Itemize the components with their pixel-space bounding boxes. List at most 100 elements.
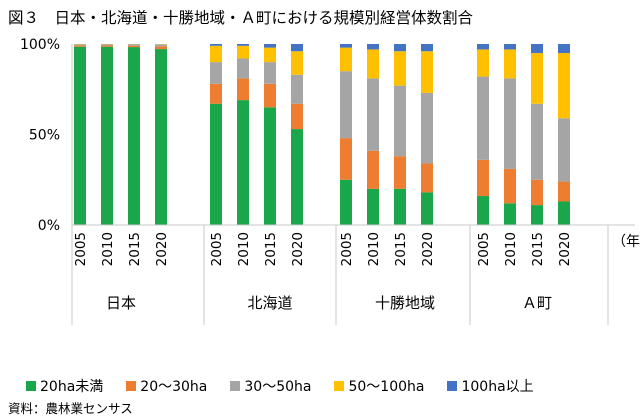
bar-segment xyxy=(477,44,489,50)
legend-label: 20～30ha xyxy=(140,379,208,395)
bar-segment xyxy=(210,83,222,104)
group-label: 日本 xyxy=(106,294,136,312)
x-tick-label: 2020 xyxy=(154,232,170,266)
bar-segment xyxy=(155,44,167,45)
legend-swatch xyxy=(126,381,137,391)
x-tick-label: 2005 xyxy=(339,232,355,266)
bar-segment xyxy=(264,83,276,108)
bar-segment xyxy=(210,103,222,225)
bar-segment xyxy=(74,45,86,47)
bar-segment xyxy=(421,163,433,193)
bar-segment xyxy=(504,49,516,79)
bar-segment xyxy=(237,45,249,59)
x-unit-label: （年） xyxy=(612,234,640,250)
bar-segment xyxy=(394,188,406,225)
y-tick-label: 0% xyxy=(38,218,60,234)
x-tick-label: 2020 xyxy=(290,232,306,266)
bar-segment xyxy=(291,103,303,130)
bar-segment xyxy=(101,44,113,46)
legend-item: 30～50ha xyxy=(230,376,311,396)
x-tick-label: 2010 xyxy=(236,232,252,266)
legend-label: 50～100ha xyxy=(348,379,425,395)
bar-segment xyxy=(264,47,276,63)
source-note: 資料：農林業センサス xyxy=(8,401,133,416)
x-tick-label: 2015 xyxy=(530,232,546,266)
stacked-bar-chart: 100% 50% 0% 2005 2010 2015 2020 2005 2010 2015 202… xyxy=(20,37,640,325)
x-tick-label: 2015 xyxy=(263,232,279,266)
x-tick-label: 2005 xyxy=(209,232,225,266)
bar-segment xyxy=(128,44,140,46)
bar-segment xyxy=(74,44,86,46)
legend-item: 50～100ha xyxy=(334,376,424,396)
x-tick-label: 2005 xyxy=(73,232,89,266)
group-label: Ａ町 xyxy=(522,294,552,312)
bar-segment xyxy=(394,156,406,189)
bar-segment xyxy=(155,49,167,226)
bar-segment xyxy=(477,196,489,225)
bar-segment xyxy=(155,44,167,47)
bar-segment xyxy=(340,47,352,72)
bar-segment xyxy=(394,51,406,86)
x-tick-label: 2010 xyxy=(503,232,519,266)
bar-segment xyxy=(128,45,140,48)
chart-title: 図３ 日本・北海道・十勝地域・Ａ町における規模別経営体数割合 xyxy=(8,9,474,27)
bar-segment xyxy=(367,150,379,189)
bar-segment xyxy=(421,44,433,52)
bar-segment xyxy=(558,201,570,225)
bar-segment xyxy=(558,181,570,202)
legend-swatch xyxy=(334,381,345,391)
bar-segment xyxy=(531,53,543,104)
group-label: 北海道 xyxy=(247,294,292,312)
legend-swatch xyxy=(447,381,458,391)
bar-segment xyxy=(477,159,489,197)
legend-label: 20ha未満 xyxy=(40,379,104,395)
bar-segment xyxy=(291,74,303,104)
group-label: 十勝地域 xyxy=(375,294,435,312)
bar-segment xyxy=(155,46,167,50)
bar-segment xyxy=(340,44,352,48)
bar-segment xyxy=(291,44,303,52)
x-tick-label: 2020 xyxy=(557,232,573,266)
bar-segment xyxy=(558,44,570,54)
bar-segment xyxy=(394,44,406,52)
legend-label: 100ha以上 xyxy=(461,379,534,395)
x-tick-label: 2005 xyxy=(476,232,492,266)
bar-segment xyxy=(367,188,379,225)
bar-segment xyxy=(210,44,222,46)
bar-segment xyxy=(558,118,570,182)
bar-segment xyxy=(101,46,113,226)
bar-segment xyxy=(394,85,406,157)
bar-segment xyxy=(558,53,570,119)
bar-segment xyxy=(237,100,249,225)
x-tick-label: 2010 xyxy=(100,232,116,266)
bar-segment xyxy=(237,78,249,101)
legend-swatch xyxy=(230,381,241,391)
bar-segment xyxy=(367,78,379,151)
y-tick-label: 100% xyxy=(20,37,60,53)
legend-swatch xyxy=(26,381,36,391)
bar-segment xyxy=(504,203,516,225)
bar-segment xyxy=(531,44,543,54)
bar-segment xyxy=(101,45,113,47)
bar-segment xyxy=(264,107,276,225)
bar-segment xyxy=(74,46,86,226)
bar-segment xyxy=(340,71,352,139)
legend: 20ha未満 20～30ha 30～50ha 50～100ha 100ha以上 xyxy=(26,376,534,396)
bar-segment xyxy=(531,205,543,225)
bar-segment xyxy=(504,168,516,204)
bar-segment xyxy=(421,92,433,164)
bar-segment xyxy=(264,44,276,48)
bar-segment xyxy=(531,103,543,180)
bar-segment xyxy=(210,62,222,84)
x-tick-label: 2015 xyxy=(127,232,143,266)
bar-segment xyxy=(504,44,516,50)
x-tick-label: 2020 xyxy=(420,232,436,266)
bar-segment xyxy=(237,58,249,79)
bar-segment xyxy=(504,78,516,169)
bar-segment xyxy=(477,76,489,160)
bar-segment xyxy=(291,129,303,225)
bar-segment xyxy=(128,47,140,226)
bar-segment xyxy=(367,49,379,79)
bar-segment xyxy=(531,179,543,206)
x-tick-label: 2015 xyxy=(393,232,409,266)
